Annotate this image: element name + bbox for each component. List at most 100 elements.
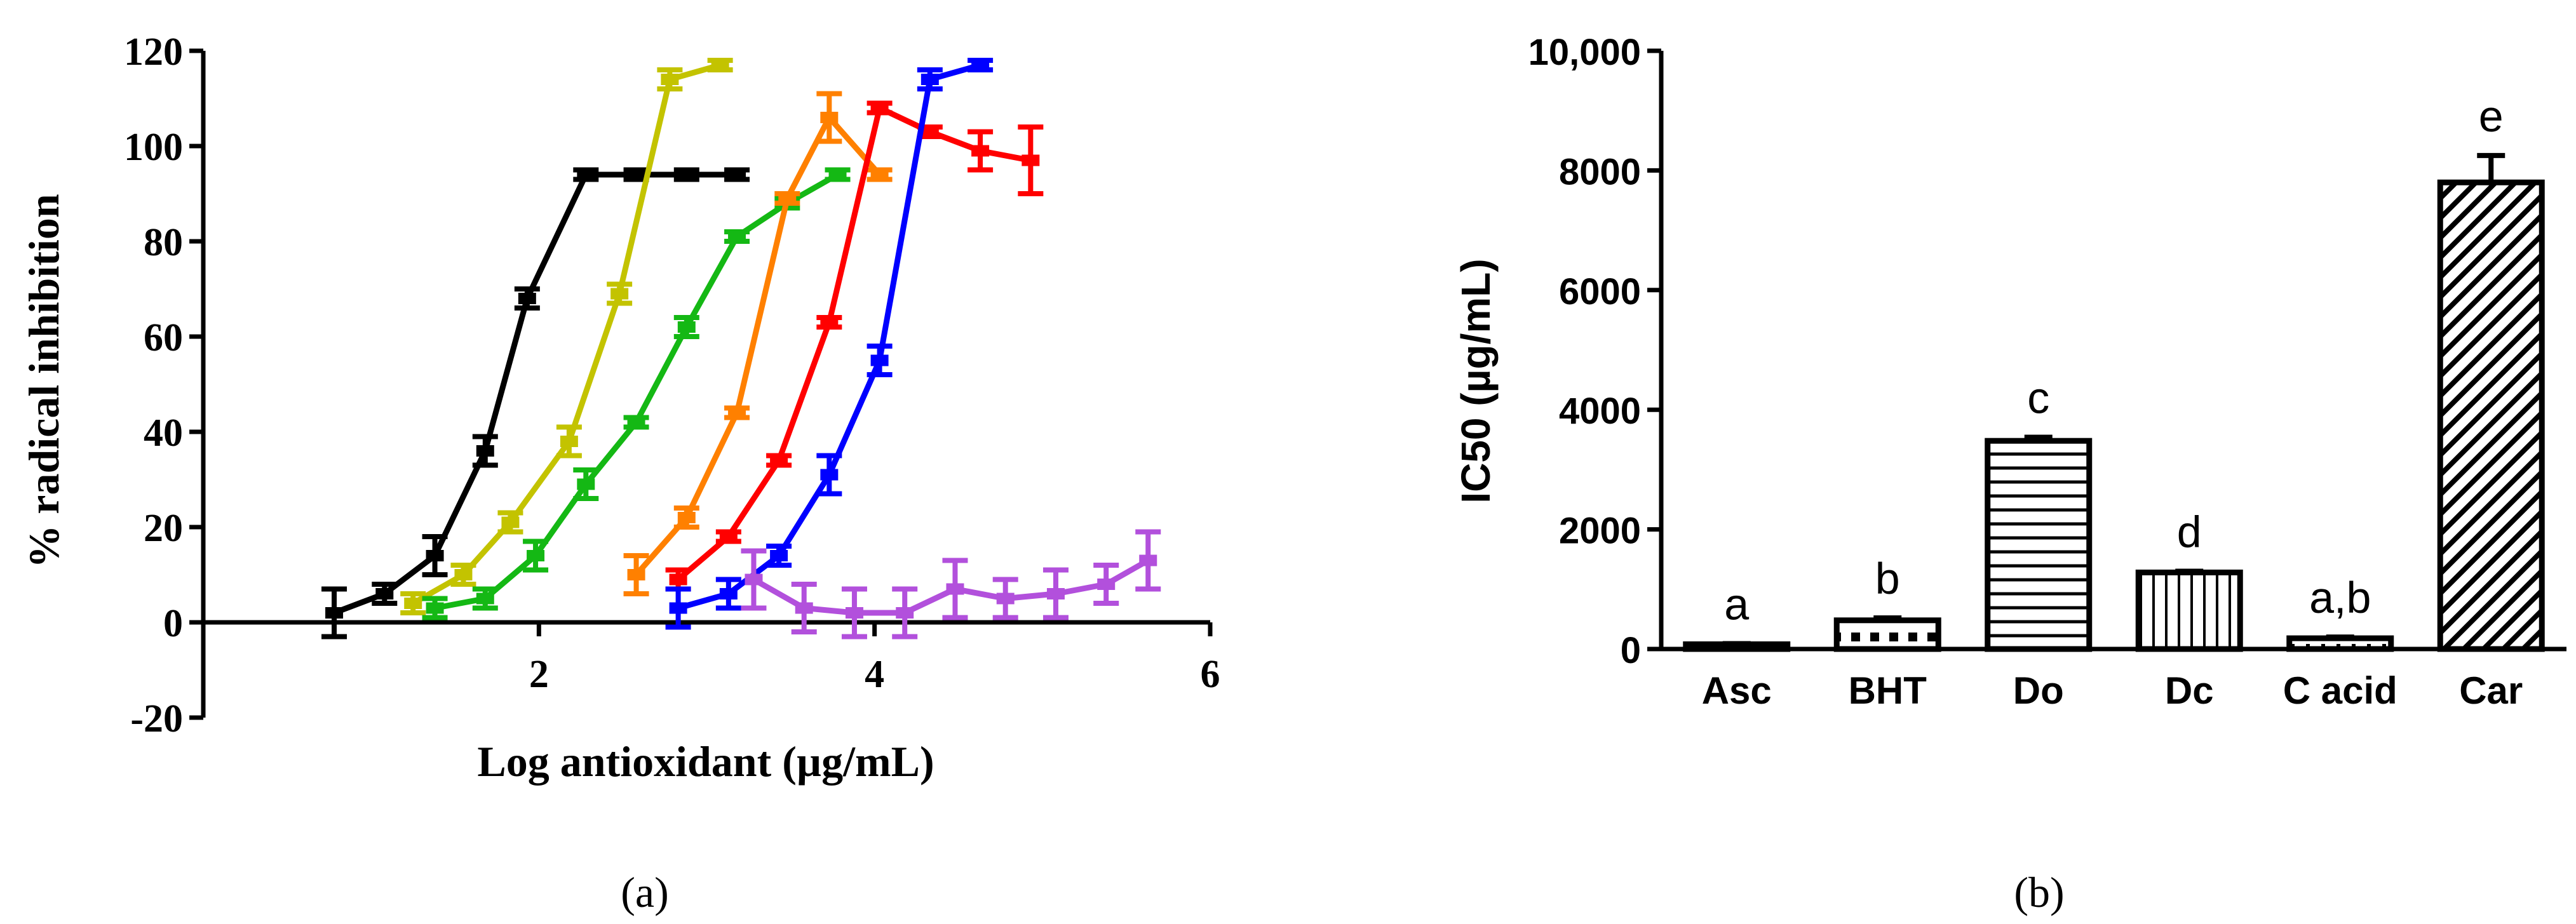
series-5 [665,100,1044,592]
data-point [1022,154,1040,166]
data-point [375,588,394,599]
significance-letter: a [1724,580,1749,629]
panel-a-y-tick-label: 40 [144,412,183,455]
data-point [728,231,746,243]
data-point [627,417,645,428]
data-point [426,550,444,561]
data-point [896,607,914,619]
bar [2437,179,2545,652]
data-point [770,550,788,561]
data-point [325,607,344,619]
panel-a-y-tick-label: 20 [144,507,183,550]
data-point [1139,554,1157,566]
significance-letter: c [2027,373,2049,423]
panel-a-y-tick-label: 100 [124,126,183,169]
data-point [669,602,687,614]
panel-a: -20 0 20 40 60 80 100 120 2 4 6 Log antioxidant (µ… [20,30,1220,916]
bar [1833,617,1941,652]
panel-b-label: (b) [2014,868,2064,916]
panel-b-y-tick-label: 8000 [1559,151,1641,192]
data-point [870,169,889,180]
data-point [845,607,863,619]
data-point [577,169,595,180]
panel-b-category-label: C acid [2283,669,2397,712]
data-point [920,74,939,85]
data-point [820,316,839,328]
panel-b-bars: a b c d a,b e [1683,91,2545,652]
panel-b-y-axis-label: IC50 (µg/mL) [1453,258,1499,503]
bar-group-3: c [1985,373,2093,652]
panel-b-y-tick-label: 6000 [1559,271,1641,312]
data-point [778,192,797,204]
data-point [610,288,629,300]
significance-letter: e [2479,91,2504,141]
panel-a-y-tick-label: 0 [163,602,183,645]
data-point [795,602,813,614]
data-point [577,478,595,490]
data-point [1046,588,1065,599]
data-point [501,516,520,528]
bar [2286,635,2394,652]
data-point [745,573,763,586]
data-point [820,112,839,123]
significance-letter: a,b [2309,573,2371,622]
panel-a-tick-labels: -20 0 20 40 60 80 100 120 2 4 6 [124,30,1220,740]
panel-a-y-axis-label: % radical inhibition [20,194,68,568]
panel-a-x-tick-label: 4 [865,653,884,696]
series-7 [741,529,1161,639]
data-point [996,593,1015,605]
panel-a-axes [189,48,1213,720]
data-point [920,126,939,138]
data-point [728,407,746,418]
panel-a-x-tick-label: 6 [1201,653,1220,696]
panel-b-tick-labels: 0 2000 4000 6000 8000 10,000 Asc BHT Do Dc C acid C… [1528,32,2523,712]
data-point [677,512,696,523]
data-point [1097,579,1116,590]
series-2 [400,58,733,615]
panel-a-y-tick-label: 60 [144,316,183,359]
data-point [820,469,839,481]
panel-b: 0 2000 4000 6000 8000 10,000 Asc BHT Do Dc C acid C… [1453,32,2566,916]
data-point [518,293,536,304]
panel-a-x-axis-label: Log antioxidant (µg/mL) [477,737,934,786]
panel-b-y-tick-label: 4000 [1559,391,1641,432]
data-point [828,169,847,180]
panel-b-category-label: Dc [2165,669,2214,712]
data-point [677,321,696,333]
panel-b-y-tick-label: 0 [1621,630,1641,671]
series-6-line [675,62,983,611]
panel-b-category-label: Car [2459,669,2523,712]
significance-letter: b [1875,554,1900,603]
data-point [560,436,578,447]
panel-a-series [321,58,1161,639]
data-point [971,59,990,71]
data-point [426,602,444,614]
data-point [476,593,494,605]
series-3 [422,167,851,620]
data-point [627,169,645,180]
panel-a-label: (a) [621,868,668,916]
panel-b-category-label: Do [2013,669,2064,712]
series-4 [623,91,893,596]
panel-a-y-tick-label: -20 [130,697,183,740]
bar-group-1: a [1683,580,1791,652]
data-point [711,59,729,71]
data-point [971,145,990,157]
panel-b-category-label: BHT [1849,669,1927,712]
bar-group-6: e [2437,91,2545,652]
panel-a-y-tick-label: 120 [124,30,183,74]
bar [2135,569,2243,652]
panel-b-axes [1647,48,2566,652]
bar-group-5: a,b [2286,573,2394,652]
bar-group-4: d [2135,507,2243,652]
data-point [719,588,738,599]
data-point [728,169,746,180]
series-6 [665,58,994,630]
data-point [476,445,494,457]
data-point [870,354,889,366]
panel-b-y-tick-label: 10,000 [1528,32,1641,73]
series-1 [321,167,750,639]
data-point [454,569,473,580]
data-point [870,102,889,114]
